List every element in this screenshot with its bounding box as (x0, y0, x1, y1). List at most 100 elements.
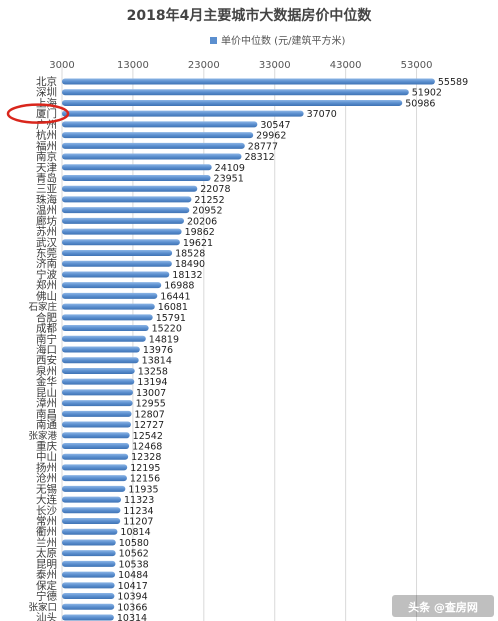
value-label: 15220 (152, 324, 182, 335)
category-label: 宁德 (36, 590, 57, 603)
category-label: 保定 (36, 579, 57, 592)
value-label: 13258 (138, 366, 168, 377)
x-tick-label: 43000 (330, 60, 362, 71)
watermark: 头条 @查房网 (408, 600, 478, 614)
category-label: 大连 (36, 493, 57, 506)
bar (62, 475, 127, 482)
category-label: 石家庄 (28, 301, 57, 313)
value-label: 12727 (134, 420, 164, 431)
category-label: 南宁 (36, 332, 57, 345)
value-label: 24109 (215, 163, 245, 174)
value-label: 10394 (117, 592, 147, 603)
bar (62, 239, 180, 246)
value-label: 13976 (143, 345, 173, 356)
bar (62, 153, 242, 160)
category-label: 北京 (36, 75, 57, 88)
bar (62, 217, 185, 224)
bar (62, 593, 115, 600)
value-label: 11935 (128, 484, 158, 495)
category-label: 泰州 (36, 568, 57, 581)
category-label: 常州 (36, 515, 57, 528)
value-label: 10314 (117, 613, 147, 621)
category-label: 金华 (36, 375, 57, 388)
legend: 单价中位数 (元/建筑平方米) (210, 34, 345, 47)
value-label: 29962 (256, 131, 286, 142)
category-label: 厦门 (36, 107, 57, 120)
value-label: 16081 (158, 302, 188, 313)
category-label: 张家口 (28, 601, 57, 613)
category-label: 济南 (36, 257, 57, 270)
bar (62, 110, 304, 117)
category-labels: 北京深圳上海厦门广州杭州福州南京天津青岛三亚珠海温州廊坊苏州武汉东莞济南宁波郑州… (28, 75, 57, 621)
bar (62, 539, 116, 546)
x-tick-label: 23000 (188, 60, 220, 71)
category-label: 杭州 (36, 129, 57, 142)
value-label: 12955 (136, 399, 166, 410)
value-label: 12156 (130, 474, 160, 485)
x-tick-label: 3000 (49, 60, 74, 71)
category-label: 天津 (36, 162, 57, 174)
value-label: 10484 (118, 570, 148, 581)
category-label: 漳州 (36, 397, 57, 410)
value-label: 55589 (438, 77, 468, 88)
value-label: 30547 (260, 120, 290, 131)
bar (62, 389, 133, 396)
bar (62, 442, 130, 449)
gridlines (61, 66, 418, 621)
category-label: 南昌 (36, 407, 57, 420)
category-label: 重庆 (36, 439, 57, 452)
category-label: 东莞 (36, 247, 57, 260)
value-label: 16441 (160, 291, 190, 302)
value-label: 11207 (123, 517, 153, 528)
bar (62, 560, 116, 567)
bar (62, 603, 115, 610)
category-label: 中山 (36, 450, 57, 463)
value-label: 13007 (136, 388, 166, 399)
value-label: 37070 (307, 109, 337, 120)
bar (62, 325, 149, 332)
bar (62, 518, 121, 525)
value-label: 10366 (117, 602, 147, 613)
value-label: 20206 (187, 216, 217, 227)
value-label: 14819 (149, 334, 179, 345)
category-label: 昆明 (36, 558, 57, 570)
x-tick-label: 53000 (401, 60, 433, 71)
bar (62, 507, 121, 514)
bar (62, 464, 128, 471)
category-label: 西安 (36, 354, 57, 367)
x-axis-ticks: 3000 13000 23000 33000 43000 53000 (49, 60, 432, 71)
bar (62, 357, 139, 364)
value-label: 12328 (131, 452, 161, 463)
bar (62, 142, 245, 149)
value-label: 18132 (172, 270, 202, 281)
value-label: 12468 (132, 441, 162, 452)
bar (62, 453, 129, 460)
category-label: 合肥 (36, 311, 57, 324)
category-label: 郑州 (36, 279, 57, 292)
value-label: 19862 (185, 227, 215, 238)
value-label: 13814 (142, 356, 172, 367)
bar (62, 421, 131, 428)
watermark-bg (392, 595, 494, 617)
bar (62, 207, 190, 214)
bar (62, 378, 135, 385)
value-label: 18528 (175, 249, 205, 260)
bar (62, 496, 122, 503)
value-label: 19621 (183, 238, 213, 249)
bar (62, 614, 114, 621)
bar (62, 582, 115, 589)
category-label: 扬州 (36, 461, 57, 474)
category-label: 福州 (36, 139, 57, 152)
category-label: 南通 (36, 418, 57, 431)
value-label: 12542 (133, 431, 163, 442)
category-label: 沧州 (36, 472, 57, 485)
value-label: 22078 (200, 184, 230, 195)
bar (62, 303, 155, 310)
category-label: 宁波 (36, 268, 57, 281)
bar (62, 314, 153, 321)
category-label: 无锡 (36, 482, 57, 495)
legend-swatch (210, 37, 217, 44)
bar (62, 271, 170, 278)
category-label: 泉州 (36, 364, 57, 377)
